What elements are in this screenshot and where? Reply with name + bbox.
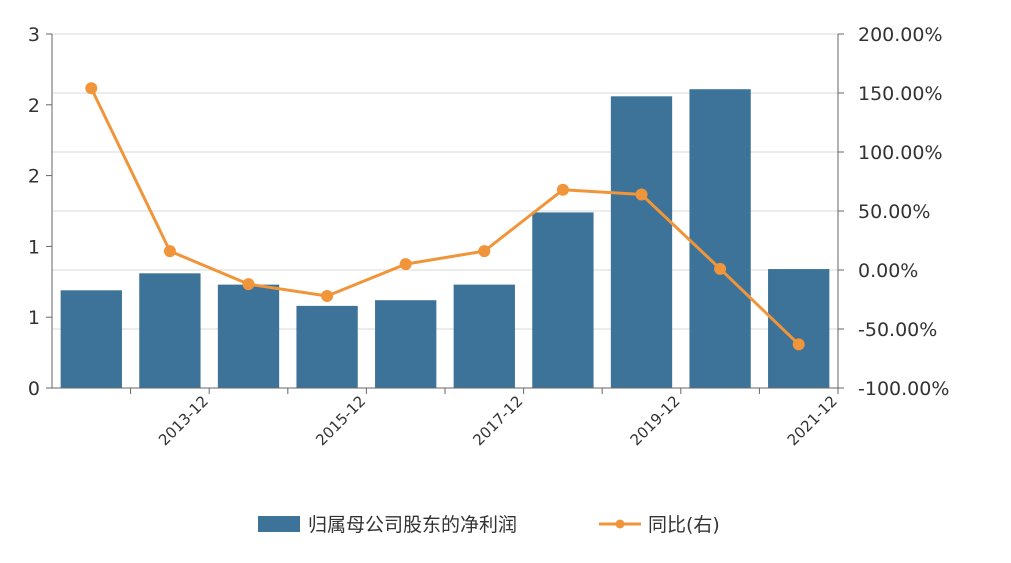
legend-bar-swatch [258,516,300,532]
bar-2014-12 [217,284,280,388]
x-axis-tick-label: 2015-12 [312,392,369,449]
bar-2018-12 [532,212,594,388]
left-axis-tick-label: 0 [28,378,40,400]
left-axis-tick-label: 1 [28,236,40,258]
yoy-point-2015-12 [321,289,334,302]
right-axis-tick-label: 150.00% [858,83,943,105]
yoy-point-2020-12 [714,262,727,275]
left-axis-tick-label: 1 [28,307,40,329]
x-axis-tick-label: 2021-12 [784,392,841,449]
right-axis-tick-label: 100.00% [858,142,943,164]
yoy-point-2017-12 [478,245,491,258]
right-axis-tick-label: 200.00% [858,24,943,46]
bar-2015-12 [296,305,358,388]
line-series [85,82,805,351]
legend-line-marker [615,519,625,529]
left-axis-tick-label: 2 [28,95,40,117]
yoy-point-2021-12 [792,338,805,351]
left-axis-tick-label: 2 [28,166,40,188]
bar-series [60,89,830,388]
right-axis-tick-label: 50.00% [858,201,930,223]
bar-2013-12 [139,273,201,388]
yoy-point-2019-12 [635,188,648,201]
legend-line-label: 同比(右) [648,514,720,536]
x-axis-tick-label: 2019-12 [627,392,684,449]
bar-2021-12 [768,269,830,388]
yoy-line [89,87,800,346]
bar-2020-12 [689,89,751,388]
bar-2016-12 [375,300,437,388]
yoy-point-2016-12 [399,258,412,271]
right-axis-tick-label: 0.00% [858,260,918,282]
x-axis-tick-label: 2013-12 [155,392,212,449]
left-axis-tick-label: 3 [28,24,40,46]
axes [46,33,844,394]
yoy-point-2013-12 [163,245,176,258]
x-axis-tick-label: 2017-12 [469,392,526,449]
bar-2019-12 [610,96,673,388]
legend-bar-label: 归属母公司股东的净利润 [308,514,517,536]
bar-2017-12 [453,284,515,388]
yoy-point-2018-12 [556,183,569,196]
right-axis-tick-label: -100.00% [858,378,949,400]
bar-2012-12 [60,290,122,388]
right-axis-tick-label: -50.00% [858,319,937,341]
yoy-point-2014-12 [242,278,255,291]
yoy-point-2012-12 [85,82,98,95]
legend: 归属母公司股东的净利润 同比(右) [258,514,720,536]
